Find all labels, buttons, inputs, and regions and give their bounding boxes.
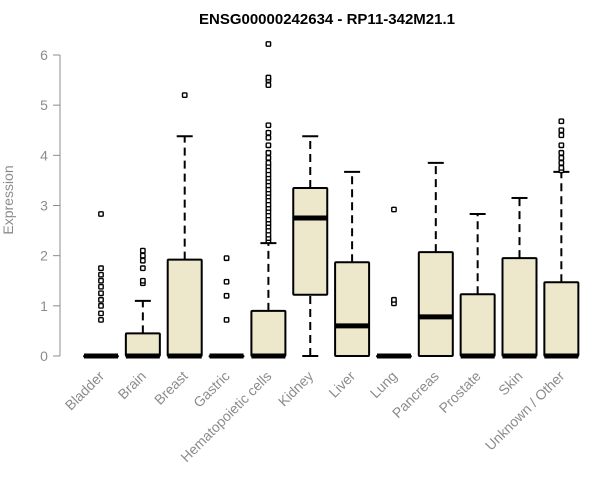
outlier-point	[223, 255, 230, 262]
outlier-point	[265, 74, 272, 81]
outlier-point	[558, 142, 565, 149]
outlier-point	[265, 41, 272, 47]
outlier-point	[265, 129, 272, 136]
x-tick-label: Bladder	[62, 368, 108, 414]
box-group	[543, 118, 580, 359]
outlier-point	[558, 149, 565, 156]
outlier-point	[265, 149, 272, 156]
box-iqr	[543, 281, 580, 358]
box-iqr	[334, 261, 371, 357]
x-tick-label: Kidney	[275, 368, 317, 410]
outlier-point	[98, 211, 104, 217]
box-iqr	[501, 257, 538, 357]
x-tick-label: Brain	[115, 368, 149, 402]
outlier-point	[139, 265, 146, 272]
y-axis-label: Expression	[0, 165, 16, 234]
x-tick-label: Liver	[325, 368, 358, 401]
box-iqr	[292, 186, 329, 296]
outlier-point	[265, 122, 272, 129]
box-group	[250, 41, 287, 359]
outlier-point	[223, 292, 230, 299]
outlier-point	[98, 296, 104, 303]
box-iqr	[166, 258, 203, 357]
box-group	[459, 213, 496, 359]
outlier-point	[558, 159, 565, 166]
outlier-point	[265, 134, 272, 141]
box-iqr	[250, 309, 287, 358]
outlier-point	[98, 302, 104, 309]
outlier-point	[265, 154, 272, 161]
box-group	[375, 206, 412, 359]
outlier-point	[98, 290, 104, 297]
boxes-layer	[83, 41, 580, 359]
box-group	[501, 196, 538, 359]
y-tick-label: 6	[40, 47, 48, 63]
box-group	[83, 211, 119, 359]
outlier-point	[139, 247, 146, 254]
outlier-point	[558, 127, 565, 134]
outlier-point	[98, 316, 104, 323]
box-group	[124, 247, 161, 359]
y-tick-label: 5	[40, 97, 48, 113]
x-tick-label: Lung	[367, 368, 400, 401]
x-tick-label: Pancreas	[389, 368, 442, 421]
y-tick-label: 1	[40, 298, 48, 314]
outlier-point	[558, 164, 565, 171]
y-axis-ticks: 0 1 2 3 4 5 6	[40, 47, 60, 364]
outlier-point	[98, 310, 104, 317]
x-tick-label: Unknown / Other	[482, 368, 568, 454]
outlier-point	[181, 92, 188, 99]
outlier-point	[98, 277, 104, 284]
box-group	[417, 161, 454, 357]
outlier-point	[265, 159, 272, 166]
outlier-point	[139, 257, 146, 264]
outlier-point	[391, 206, 397, 213]
y-tick-label: 4	[40, 147, 48, 163]
outlier-point	[98, 271, 104, 278]
outlier-point	[139, 277, 146, 284]
box-iqr	[459, 293, 496, 358]
outlier-point	[265, 82, 272, 89]
x-tick-label: Prostate	[436, 368, 484, 416]
box-group	[208, 255, 245, 359]
x-tick-label: Skin	[495, 368, 526, 399]
outlier-point	[223, 316, 230, 323]
box-group	[334, 170, 371, 357]
box-group	[292, 135, 329, 357]
box-iqr	[124, 332, 161, 357]
y-tick-label: 0	[40, 348, 48, 364]
outlier-point	[558, 132, 565, 139]
outlier-point	[265, 142, 272, 149]
outlier-point	[391, 296, 397, 303]
outlier-point	[558, 118, 565, 125]
box-iqr	[417, 251, 454, 357]
x-tick-label: Breast	[151, 368, 191, 408]
outlier-point	[558, 154, 565, 161]
outlier-point	[98, 283, 104, 290]
chart-title: ENSG00000242634 - RP11-342M21.1	[199, 11, 455, 28]
y-tick-label: 2	[40, 248, 48, 264]
y-tick-label: 3	[40, 198, 48, 214]
outlier-point	[98, 265, 104, 272]
box-group	[166, 92, 203, 359]
outlier-point	[223, 278, 230, 285]
outlier-point	[139, 252, 146, 259]
